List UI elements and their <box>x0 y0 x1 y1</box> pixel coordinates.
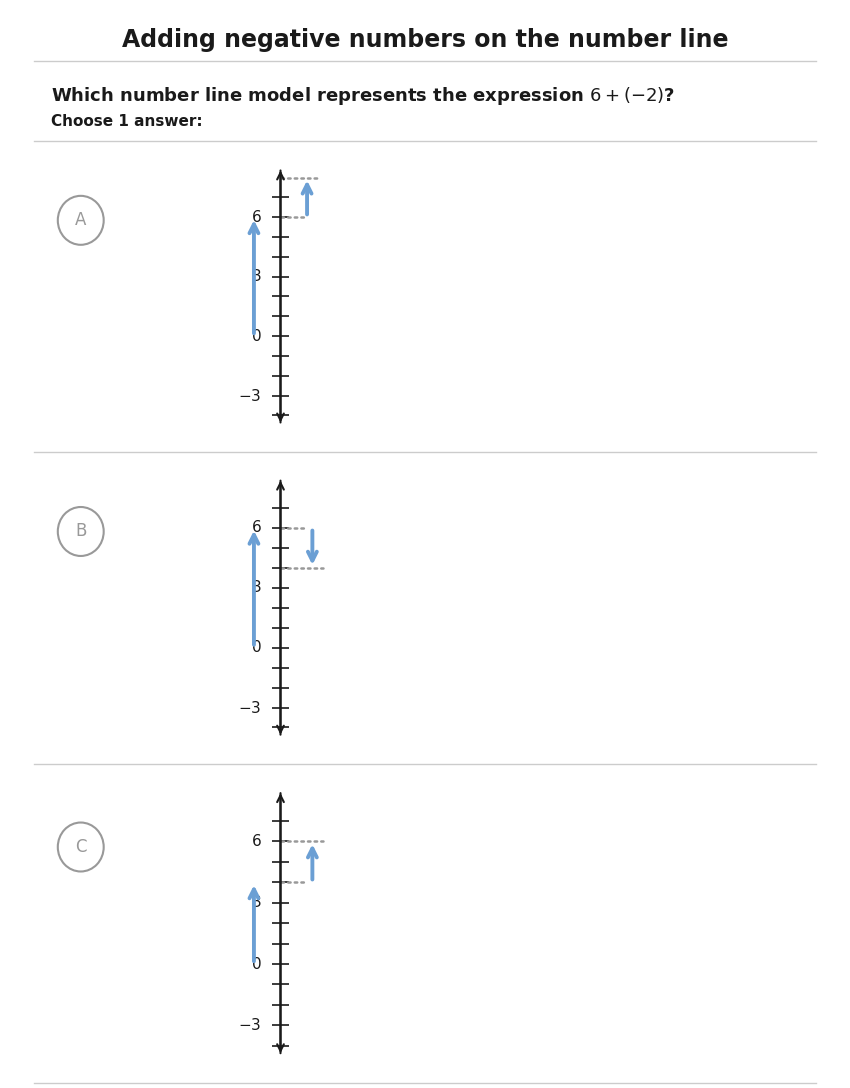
Text: B: B <box>75 522 87 541</box>
Text: A: A <box>75 211 87 230</box>
Text: 3: 3 <box>252 269 262 284</box>
Text: 3: 3 <box>252 580 262 595</box>
Text: $-3$: $-3$ <box>238 1017 262 1034</box>
Text: $-3$: $-3$ <box>238 700 262 716</box>
Text: 6: 6 <box>252 520 262 535</box>
Text: 0: 0 <box>252 956 262 972</box>
Text: Adding negative numbers on the number line: Adding negative numbers on the number li… <box>122 28 728 52</box>
Text: 6: 6 <box>252 833 262 849</box>
Text: C: C <box>75 838 87 856</box>
Text: Which number line model represents the expression $6 + (-2)$?: Which number line model represents the e… <box>51 85 675 107</box>
Text: 6: 6 <box>252 210 262 225</box>
Text: Choose 1 answer:: Choose 1 answer: <box>51 114 202 129</box>
Text: 3: 3 <box>252 895 262 911</box>
Text: $-3$: $-3$ <box>238 387 262 404</box>
Text: 0: 0 <box>252 640 262 655</box>
Text: 0: 0 <box>252 329 262 344</box>
